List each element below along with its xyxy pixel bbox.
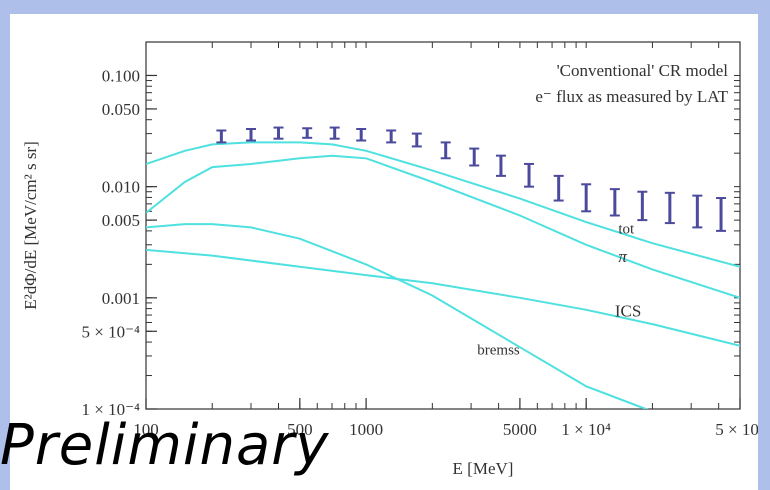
y-axis-label: E²dΦ/dE [MeV/cm² s sr]: [21, 141, 40, 310]
series-label-bremss: bremss: [477, 342, 520, 358]
series-label-π: π: [618, 247, 627, 266]
annotation-data: e⁻ flux as measured by LAT: [535, 87, 728, 106]
series-label-ICS: ICS: [615, 301, 641, 320]
series-line-tot: [146, 141, 740, 268]
y-tick-label: 5 × 10⁻⁴: [82, 322, 141, 341]
y-tick-label: 0.001: [102, 289, 140, 308]
chart-svg: 100 500 1000 5000 1 × 10⁴ 5 × 10⁴ 1 × 10⁻⁴ 5 × …: [21, 41, 758, 478]
plot-frame: [145, 41, 741, 410]
y-tick-label: 0.100: [102, 66, 140, 85]
x-tick-label: 500: [287, 420, 313, 439]
x-tick-label: 5 × 10⁴: [715, 420, 758, 439]
x-tick-label: 5000: [503, 420, 537, 439]
y-tick-label: 0.050: [102, 100, 140, 119]
annotation-model: 'Conventional' CR model: [557, 61, 729, 80]
x-axis-label: E [MeV]: [453, 459, 514, 478]
x-tick-label: 100: [133, 420, 159, 439]
series-line-bremss: [146, 223, 649, 409]
series-line-π: [146, 154, 740, 299]
chart-panel: 100 500 1000 5000 1 × 10⁴ 5 × 10⁴ 1 × 10⁻⁴ 5 × …: [10, 14, 758, 490]
x-tick-label: 1 × 10⁴: [561, 420, 611, 439]
series-label-tot: tot: [618, 221, 635, 237]
preliminary-watermark: Preliminary: [0, 413, 330, 478]
series-line-ICS: [146, 248, 740, 347]
y-tick-label: 0.010: [102, 178, 140, 197]
x-tick-label: 1000: [349, 420, 383, 439]
y-tick-label: 0.005: [102, 211, 140, 230]
y-tick-label: 1 × 10⁻⁴: [82, 400, 141, 419]
